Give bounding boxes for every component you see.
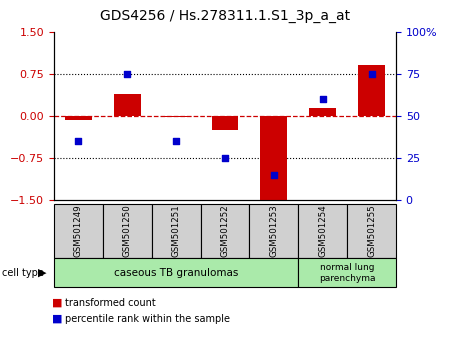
Bar <box>212 116 239 130</box>
Point <box>221 155 229 161</box>
Text: GSM501250: GSM501250 <box>123 205 132 257</box>
Point <box>75 138 82 144</box>
Text: GSM501253: GSM501253 <box>270 205 279 257</box>
Bar <box>54 204 103 258</box>
Text: GSM501249: GSM501249 <box>74 205 83 257</box>
Bar <box>54 258 298 287</box>
Bar <box>358 65 385 116</box>
Point <box>124 71 131 77</box>
Bar <box>347 204 396 258</box>
Text: cell type: cell type <box>2 268 44 278</box>
Point <box>172 138 180 144</box>
Bar <box>249 204 298 258</box>
Text: GSM501254: GSM501254 <box>318 205 327 257</box>
Text: caseous TB granulomas: caseous TB granulomas <box>114 268 238 278</box>
Text: GSM501255: GSM501255 <box>367 205 376 257</box>
Point <box>368 71 375 77</box>
Bar <box>309 108 336 116</box>
Text: percentile rank within the sample: percentile rank within the sample <box>65 314 230 324</box>
Text: normal lung
parenchyma: normal lung parenchyma <box>319 263 375 282</box>
Text: GSM501251: GSM501251 <box>171 205 180 257</box>
Text: GDS4256 / Hs.278311.1.S1_3p_a_at: GDS4256 / Hs.278311.1.S1_3p_a_at <box>100 9 350 23</box>
Bar <box>152 204 201 258</box>
Bar <box>65 116 92 120</box>
Bar <box>201 204 249 258</box>
Bar <box>261 116 287 203</box>
Text: transformed count: transformed count <box>65 298 156 308</box>
Text: ▶: ▶ <box>38 268 47 278</box>
Bar <box>103 204 152 258</box>
Bar <box>298 258 396 287</box>
Text: ■: ■ <box>52 314 62 324</box>
Point <box>319 96 326 102</box>
Text: GSM501252: GSM501252 <box>220 205 230 257</box>
Point <box>270 172 278 178</box>
Bar <box>114 93 141 116</box>
Bar <box>298 204 347 258</box>
Bar <box>163 116 189 117</box>
Text: ■: ■ <box>52 298 62 308</box>
